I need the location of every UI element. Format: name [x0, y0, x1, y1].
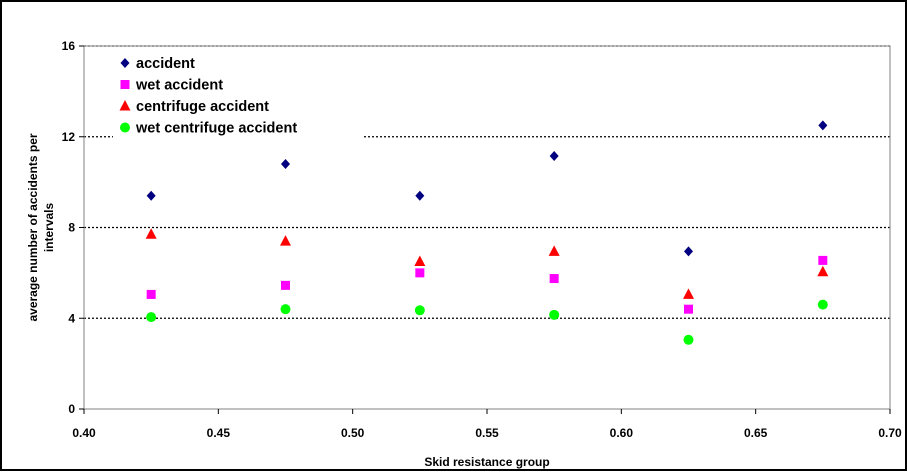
data-point-accident [549, 151, 559, 162]
legend-marker-square [120, 80, 130, 89]
x-tick-label: 0.60 [610, 426, 634, 440]
data-point-wet-centrifuge-accident [683, 334, 694, 345]
data-point-wet-centrifuge-accident [280, 304, 291, 315]
data-point-wet-centrifuge-accident [817, 299, 828, 310]
y-tick-label: 16 [62, 39, 76, 53]
y-tick-label: 4 [68, 311, 75, 325]
x-axis-title: Skid resistance group [424, 455, 549, 469]
x-tick-label: 0.65 [744, 426, 768, 440]
data-point-wet-accident [415, 268, 425, 278]
x-tick-label: 0.50 [341, 426, 365, 440]
data-point-wet-centrifuge-accident [549, 309, 560, 320]
data-point-centrifuge-accident [817, 265, 829, 277]
x-tick-label: 0.45 [207, 426, 231, 440]
y-tick-label: 0 [68, 402, 75, 416]
x-axis-ticks: 0.40 0.45 0.50 0.55 0.60 0.65 0.70 [72, 409, 902, 440]
legend-label: wet accident [135, 78, 223, 94]
data-point-accident [146, 190, 156, 201]
legend: accident wet accident centrifuge accident w… [113, 50, 363, 142]
legend-label: centrifuge accident [136, 99, 269, 115]
data-point-wet-accident [549, 274, 559, 284]
legend-label: wet centrifuge accident [135, 121, 297, 137]
data-point-wet-centrifuge-accident [414, 305, 425, 316]
data-point-wet-accident [146, 289, 156, 299]
x-tick-label: 0.55 [475, 426, 499, 440]
data-point-centrifuge-accident [548, 245, 560, 256]
data-point-accident [818, 120, 828, 131]
data-point-accident [281, 158, 290, 169]
data-point-centrifuge-accident [414, 255, 426, 267]
y-axis-title: average number of accidents per intervals [26, 133, 56, 321]
x-tick-label: 0.40 [72, 426, 96, 440]
data-point-accident [415, 190, 425, 201]
legend-marker-circle [120, 122, 130, 133]
data-point-wet-accident [818, 255, 828, 265]
data-point-centrifuge-accident [683, 288, 694, 299]
y-tick-label: 8 [68, 221, 75, 235]
data-point-centrifuge-accident [145, 228, 157, 239]
y-tick-label: 12 [62, 130, 76, 144]
data-point-wet-accident [684, 304, 693, 314]
x-tick-label: 0.70 [878, 426, 902, 440]
legend-marker-diamond [120, 58, 130, 68]
data-points [145, 120, 829, 345]
data-point-accident [684, 246, 693, 257]
data-point-wet-centrifuge-accident [146, 312, 157, 323]
legend-label: accident [136, 56, 195, 72]
legend-marker-triangle [119, 100, 131, 111]
legend-box [113, 50, 363, 142]
y-axis-ticks: 0 4 8 12 16 [62, 39, 84, 416]
data-point-centrifuge-accident [280, 235, 291, 246]
data-point-wet-accident [281, 280, 290, 290]
